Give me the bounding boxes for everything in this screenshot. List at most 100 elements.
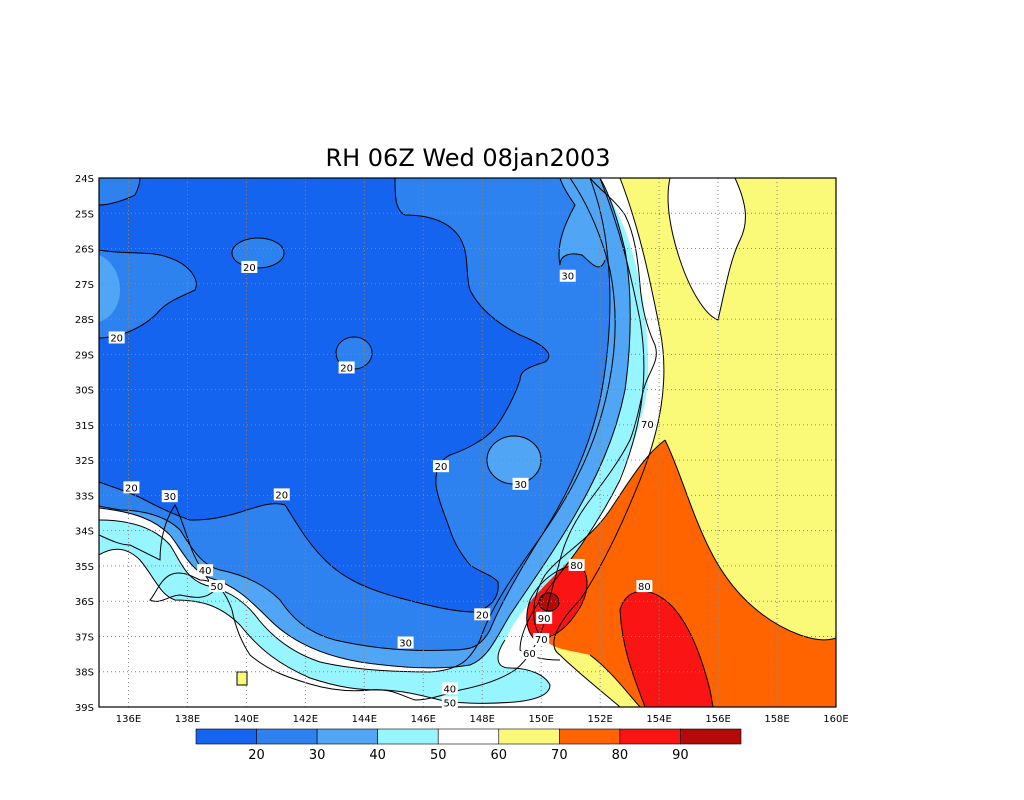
contour-label-bg — [208, 580, 225, 593]
colorbar-label: 20 — [248, 748, 265, 763]
contour-label-bg — [108, 331, 125, 344]
contour-label-bg — [123, 481, 140, 494]
map-frame — [98, 177, 837, 708]
colorbar-swatch — [498, 728, 560, 745]
contour-label: 40 — [441, 682, 458, 695]
contour-label-bg — [512, 477, 529, 490]
contour-label-bg — [197, 564, 214, 577]
contour-label-text: 80 — [638, 582, 651, 593]
lat-tick-label: 29S — [75, 350, 94, 361]
contour-label: 80 — [636, 580, 653, 593]
contour-label: 20 — [432, 460, 449, 473]
contour-label-bg — [441, 682, 458, 695]
map-title: RH 06Z Wed 08jan2003 — [325, 144, 610, 172]
colorbar: 20 30 40 50 60 70 80 90 — [195, 728, 742, 763]
longitude-tick-labels: 136E 138E 140E 142E 144E 146E 148E 150E 152E 154E… — [116, 714, 849, 725]
contour-label-bg — [533, 632, 550, 645]
contour-label-bg — [273, 488, 290, 501]
lat-tick-label: 39S — [75, 703, 94, 714]
contour-label-bg — [636, 580, 653, 593]
lat-tick-label: 37S — [75, 632, 94, 643]
contour-label-text: 20 — [435, 462, 448, 473]
contour-label-text: 40 — [443, 684, 456, 695]
rh-field — [99, 178, 836, 707]
contour-label: 20 — [108, 331, 125, 344]
lat-tick-label: 27S — [75, 280, 94, 291]
lon-tick-label: 154E — [646, 714, 671, 725]
contour-label-text: 30 — [399, 639, 412, 650]
contour-label: 30 — [397, 636, 414, 650]
rh-band-80-90-south — [620, 591, 713, 707]
contour-label-text: 50 — [443, 698, 456, 709]
lon-tick-label: 148E — [470, 714, 495, 725]
contour-label-text: 20 — [125, 483, 138, 494]
rh-band-20-30-pocket-west — [99, 250, 197, 338]
colorbar-swatch — [437, 728, 500, 745]
colorbar-label: 70 — [551, 748, 568, 763]
lon-tick-label: 146E — [411, 714, 436, 725]
lon-tick-label: 156E — [705, 714, 730, 725]
rh-band-10-20 — [99, 178, 549, 612]
lat-tick-label: 31S — [75, 421, 94, 432]
contour-label-text: 70 — [641, 420, 654, 431]
contour-label: 30 — [559, 269, 576, 283]
colorbar-label: 40 — [369, 748, 386, 763]
contour-label: 20 — [338, 361, 355, 374]
lat-tick-label: 25S — [75, 209, 94, 220]
colorbar-swatch — [377, 728, 439, 745]
lat-tick-label: 24S — [75, 174, 94, 185]
contour-label: 30 — [512, 477, 529, 491]
colorbar-swatch — [256, 728, 318, 745]
contour-label-bg — [474, 608, 491, 621]
contour-label-text: 20 — [476, 610, 489, 621]
contour-label-text: 30 — [514, 480, 527, 491]
contour-label-text: 50 — [211, 582, 224, 593]
contour-label-text: 90 — [538, 614, 551, 625]
lat-tick-label: 38S — [75, 668, 94, 679]
colorbar-label: 80 — [612, 748, 629, 763]
lon-tick-label: 158E — [764, 714, 789, 725]
colorbar-swatch — [559, 728, 621, 745]
contour-label: 90 — [536, 611, 553, 625]
colorbar-label: 30 — [309, 748, 326, 763]
lon-tick-label: 138E — [175, 714, 200, 725]
contour-label-bg — [338, 361, 355, 374]
colorbar-swatch — [316, 728, 378, 745]
lat-tick-label: 28S — [75, 315, 94, 326]
rh-band-30-40-pocket-west — [99, 255, 120, 322]
colorbar-label: 90 — [672, 748, 689, 763]
latitude-tick-labels: 24S 25S 26S 27S 28S 29S 30S 31S 32S 33S 34S 35S 36S 3… — [75, 174, 94, 714]
contour-label-bg — [536, 611, 553, 624]
lat-tick-label: 34S — [75, 527, 94, 538]
coastline — [99, 178, 657, 701]
contour-label: 70 — [533, 632, 550, 646]
contour-label-text: 20 — [243, 263, 256, 274]
contour-label-text: 30 — [561, 272, 574, 283]
rh-band-30-40-pocket-mid — [487, 436, 541, 484]
contour-label-text: 20 — [110, 333, 123, 344]
lat-tick-label: 36S — [75, 597, 94, 608]
contour-label: 30 — [161, 490, 178, 503]
colorbar-swatch — [619, 728, 681, 745]
contour-label: 20 — [474, 608, 491, 621]
lat-tick-label: 33S — [75, 491, 94, 502]
contour-label-text: 70 — [535, 635, 548, 646]
rh-band-30-40-pocket-north — [558, 178, 608, 267]
contour-label-bg — [568, 558, 585, 571]
contour-label: 20 — [123, 481, 140, 494]
lat-tick-label: 32S — [75, 456, 94, 467]
contour-label-bg — [397, 636, 414, 649]
contour-label-text: 80 — [570, 561, 583, 572]
lon-tick-label: 144E — [352, 714, 377, 725]
colorbar-label: 60 — [491, 748, 508, 763]
colorbar-swatch — [680, 728, 742, 745]
island — [236, 671, 248, 686]
lon-tick-label: 160E — [823, 714, 848, 725]
lon-tick-label: 142E — [293, 714, 318, 725]
rh-band-70-80 — [533, 440, 836, 707]
contour-label: 20 — [273, 488, 290, 501]
contour-label: 70 — [639, 417, 656, 431]
contour-label-bg — [521, 647, 538, 660]
contour-label: 50 — [208, 580, 225, 593]
